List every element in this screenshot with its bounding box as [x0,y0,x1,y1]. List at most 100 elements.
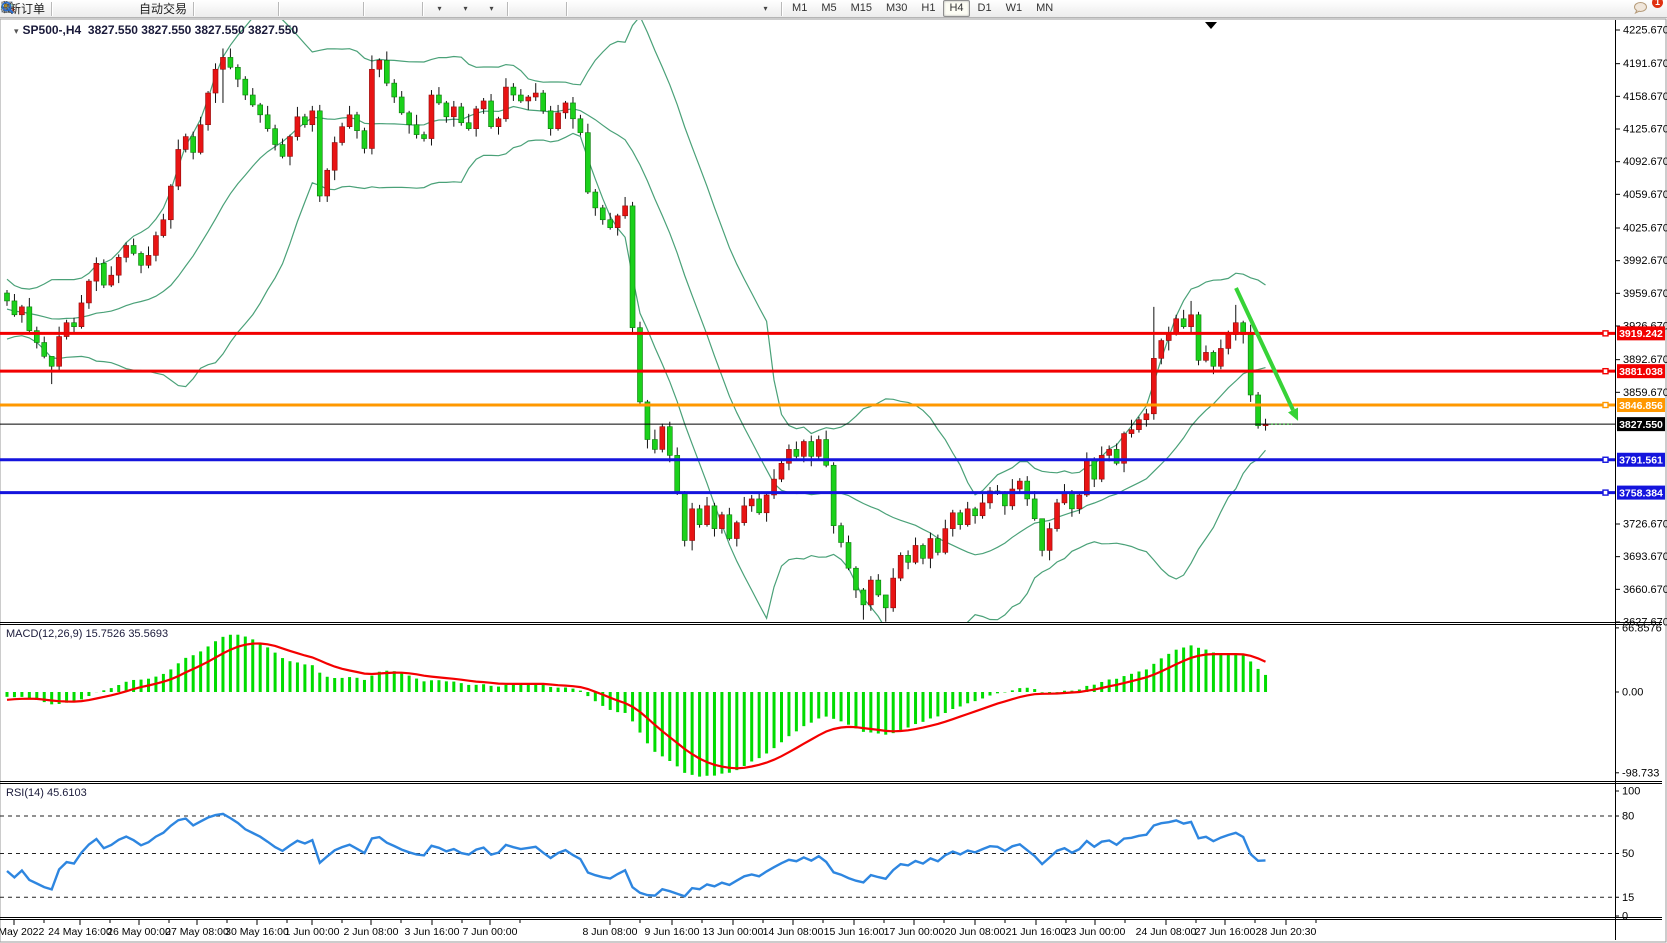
timeframe-m15-button[interactable]: M15 [850,2,872,14]
fibonacci-tool-button[interactable]: F [1,0,700,18]
main-pane [6,20,1266,622]
terminal-button[interactable] [1,0,107,18]
horizontal-lines: 3919.242 3881.038 3846.856 3827.550 3791.561… [0,326,1665,500]
timeframe-mn-button[interactable]: MN [1036,2,1054,14]
vertical-line-tool-button[interactable] [5,0,596,18]
timeframe-group: M1 M5 M15 M30 H1 H4 D1 W1 MN [785,0,1060,17]
svg-text:24 May 16:00: 24 May 16:00 [48,926,112,938]
bar-chart-mode-button[interactable] [2,0,223,18]
svg-text:3758.384: 3758.384 [1619,487,1663,499]
toolbar-separator [51,1,53,16]
candlestick-series [4,48,1269,622]
svg-text:3859.670: 3859.670 [1623,387,1667,399]
svg-text:4059.670: 4059.670 [1623,189,1667,201]
svg-text:0.00: 0.00 [1622,687,1643,699]
dropdown-caret-icon: ▾ [489,4,494,13]
svg-text:3846.856: 3846.856 [1619,400,1663,412]
crosshair-tool-button[interactable] [1,0,563,18]
svg-text:3660.670: 3660.670 [1623,584,1667,596]
periods-button[interactable]: ▾ [1,0,478,18]
toolbar-right-group: 1 [1,0,1664,18]
svg-text:3959.670: 3959.670 [1623,288,1667,300]
svg-text:1 Jun 00:00: 1 Jun 00:00 [285,926,340,938]
search-button[interactable] [1,0,1626,18]
svg-text:26 May 00:00: 26 May 00:00 [107,926,171,938]
svg-text:3627.670: 3627.670 [1623,617,1667,629]
candle-chart-mode-button[interactable] [2,0,249,18]
auto-trading-button[interactable]: 自动交易 [1,0,190,18]
svg-text:3892.670: 3892.670 [1623,354,1667,366]
svg-text:21 Jun 16:00: 21 Jun 16:00 [1006,926,1067,938]
text-tool-button[interactable]: A [3,0,726,18]
timeframe-h4-button[interactable]: H4 [943,0,970,17]
svg-text:4125.670: 4125.670 [1623,123,1667,135]
chart-shift-button[interactable] [2,0,419,18]
svg-text:15: 15 [1622,892,1634,904]
auto-scroll-button[interactable] [2,0,393,18]
zoom-in-button[interactable] [1,0,308,18]
timeframe-w1-button[interactable]: W1 [1005,2,1023,14]
svg-text:13 Jun 00:00: 13 Jun 00:00 [703,926,764,938]
svg-text:100: 100 [1622,786,1640,798]
tile-windows-button[interactable] [2,0,360,18]
svg-text:17 Jun 00:00: 17 Jun 00:00 [884,926,945,938]
timeframe-d1-button[interactable]: D1 [977,2,992,14]
toolbar-separator [781,1,783,16]
svg-text:28 Jun 20:30: 28 Jun 20:30 [1256,926,1317,938]
macd-axis: 66.8576 0.00 -98.733 [1615,622,1662,779]
arrows-tool-button[interactable]: ▾ [2,0,778,18]
templates-button[interactable]: ▾ [1,0,504,18]
notification-count-badge: 1 [1652,0,1663,8]
svg-text:23 Jun 00:00: 23 Jun 00:00 [1065,926,1126,938]
dropdown-caret-icon: ▾ [463,4,468,13]
hline-handle-3919.242[interactable] [1602,330,1609,337]
svg-text:24 Jun 08:00: 24 Jun 08:00 [1136,926,1197,938]
signal-button[interactable] [1,0,133,18]
svg-text:3 Jun 16:00: 3 Jun 16:00 [405,926,460,938]
svg-text:7 Jun 00:00: 7 Jun 00:00 [463,926,518,938]
svg-text:4025.670: 4025.670 [1623,222,1667,234]
rsi-pane [0,812,1615,898]
main-toolbar: 新订单 自动交易 [0,0,1667,18]
indicators-button[interactable]: ▾ [1,0,452,18]
toolbar-separator [193,1,195,16]
svg-text:50: 50 [1622,848,1634,860]
chart-shift-marker[interactable] [1205,22,1217,29]
text-label-tool-button[interactable]: T [1,0,752,18]
svg-text:23 May 2022: 23 May 2022 [0,926,45,938]
svg-text:2 Jun 08:00: 2 Jun 08:00 [344,926,399,938]
line-chart-mode-button[interactable] [1,0,275,18]
macd-pane [5,634,1268,777]
svg-text:A: A [3,2,11,14]
hline-handle-3791.561[interactable] [1602,456,1609,463]
svg-text:14 Jun 08:00: 14 Jun 08:00 [763,926,824,938]
horizontal-line-tool-button[interactable] [1,0,622,18]
timeframe-m5-button[interactable]: M5 [821,2,837,14]
svg-text:30 May 16:00: 30 May 16:00 [225,926,289,938]
trendline-tool-button[interactable] [1,0,648,18]
notifications-button[interactable]: 1 [1632,0,1663,18]
search-icon [1,1,14,14]
svg-text:3919.242: 3919.242 [1619,328,1663,340]
chart-window-button[interactable] [1,0,81,18]
hline-handle-3846.856[interactable] [1602,401,1609,409]
trend-arrow-annotation[interactable] [1234,287,1299,421]
svg-text:20 Jun 08:00: 20 Jun 08:00 [945,926,1006,938]
chat-bubble-icon [1634,1,1647,14]
hline-handle-3881.038[interactable] [1602,367,1609,375]
svg-text:3881.038: 3881.038 [1619,366,1663,378]
timeframe-m30-button[interactable]: M30 [886,2,908,14]
cursor-tool-button[interactable] [4,0,537,18]
svg-text:66.8576: 66.8576 [1622,622,1662,634]
rsi-axis: 100 80 50 15 0 [1615,786,1640,923]
hline-handle-3758.384[interactable] [1602,489,1609,496]
zoom-out-button[interactable] [1,0,334,18]
timeframe-m1-button[interactable]: M1 [792,2,808,14]
channel-tool-button[interactable]: E [0,0,674,18]
svg-text:27 Jun 16:00: 27 Jun 16:00 [1195,926,1256,938]
timeframe-h1-button[interactable]: H1 [921,2,936,14]
svg-text:4191.670: 4191.670 [1623,58,1667,70]
